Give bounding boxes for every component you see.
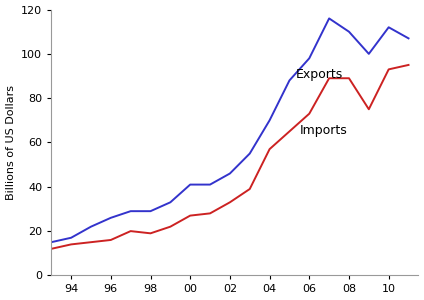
Text: Imports: Imports (299, 124, 347, 136)
Y-axis label: Billions of US Dollars: Billions of US Dollars (6, 85, 16, 200)
Text: Exports: Exports (296, 68, 343, 81)
